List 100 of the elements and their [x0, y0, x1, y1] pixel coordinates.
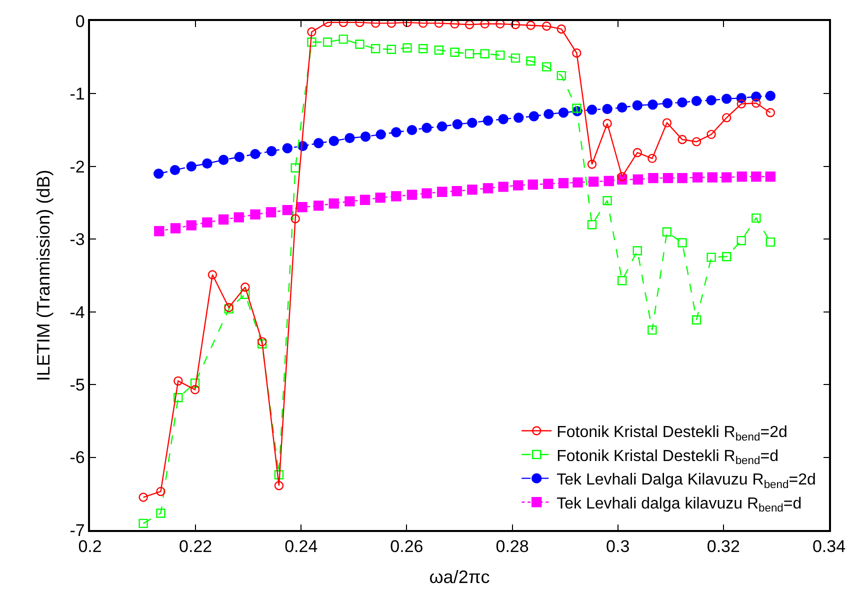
point	[587, 220, 597, 230]
point	[375, 192, 386, 203]
point	[602, 118, 612, 128]
point	[556, 70, 566, 80]
point	[482, 183, 494, 194]
x-tick-label: 0.26	[390, 537, 424, 556]
point	[170, 223, 181, 234]
point	[313, 200, 324, 211]
x-tick-label: 0.2	[78, 537, 102, 556]
point	[588, 176, 599, 187]
point	[648, 172, 658, 184]
point	[480, 49, 490, 58]
point	[190, 385, 200, 394]
point	[632, 148, 642, 158]
point	[604, 176, 614, 186]
point	[274, 481, 284, 490]
point	[736, 99, 746, 108]
x-tick-label: 0.32	[706, 537, 740, 556]
legend-label: Tek Levhali dalga kilavuzu R$_{bend}$=d	[556, 495, 802, 515]
point	[526, 21, 536, 30]
point	[722, 113, 732, 122]
point	[154, 226, 164, 236]
point	[648, 325, 657, 335]
point	[328, 136, 339, 146]
point	[391, 127, 402, 138]
point	[602, 196, 612, 206]
point	[174, 376, 183, 386]
point	[422, 122, 432, 133]
point	[436, 121, 448, 132]
y-tick-label: -2	[70, 157, 85, 176]
point	[692, 137, 702, 146]
point	[218, 154, 229, 165]
point	[706, 130, 716, 140]
point	[464, 21, 474, 30]
point	[290, 163, 300, 172]
point	[572, 48, 582, 58]
point	[543, 178, 554, 189]
point	[355, 40, 364, 49]
point	[707, 172, 718, 182]
point	[467, 118, 478, 128]
point	[678, 238, 687, 248]
x-tick-label: 0.24	[284, 537, 318, 556]
point	[662, 227, 672, 236]
point	[250, 209, 260, 220]
point	[662, 118, 672, 128]
point	[434, 21, 444, 28]
point	[751, 172, 762, 182]
point	[632, 100, 642, 110]
y-tick-label: -4	[70, 302, 85, 322]
point	[617, 276, 627, 286]
point	[736, 172, 747, 182]
point	[266, 207, 276, 218]
point	[648, 154, 657, 164]
point	[528, 111, 540, 122]
point	[406, 124, 418, 136]
legend-label: Tek Levhali Dalga Kilavuzu R$_{bend}$=2d	[556, 472, 816, 491]
point	[240, 282, 250, 292]
point	[370, 44, 380, 54]
point	[766, 237, 776, 247]
point	[186, 220, 196, 230]
point	[706, 95, 716, 106]
point	[514, 112, 524, 123]
point	[544, 108, 554, 120]
point	[752, 98, 761, 108]
point	[274, 470, 284, 480]
point	[617, 172, 627, 182]
point	[512, 180, 524, 190]
legend-label: Fotonik Kristal Destekli R$_{bend}$=2d	[556, 424, 788, 444]
point	[190, 378, 200, 388]
point	[526, 56, 536, 66]
y-tick-label: -5	[70, 376, 85, 395]
point	[558, 178, 569, 188]
point	[558, 108, 569, 118]
point	[202, 217, 212, 228]
y-tick-label: -3	[70, 230, 85, 250]
point	[678, 134, 687, 144]
y-tick-label: 0	[75, 12, 85, 31]
x-tick-label: 0.22	[179, 537, 212, 556]
point	[322, 37, 332, 47]
point	[360, 132, 371, 142]
point	[313, 138, 324, 148]
point	[156, 508, 166, 518]
y-axis-title: ILETIM (Tranmission) (dB)	[33, 170, 54, 382]
point	[138, 518, 148, 528]
point	[422, 188, 432, 198]
point	[434, 45, 444, 55]
point	[156, 486, 166, 496]
point	[722, 252, 732, 262]
point	[722, 172, 732, 182]
x-tick-label: 0.28	[496, 537, 529, 556]
point	[692, 315, 702, 324]
point	[572, 104, 582, 113]
point	[370, 21, 380, 28]
point	[391, 191, 402, 202]
point	[418, 21, 428, 28]
point	[587, 160, 597, 169]
point	[572, 177, 583, 188]
point	[496, 21, 505, 29]
point	[436, 186, 448, 197]
point	[386, 44, 396, 54]
